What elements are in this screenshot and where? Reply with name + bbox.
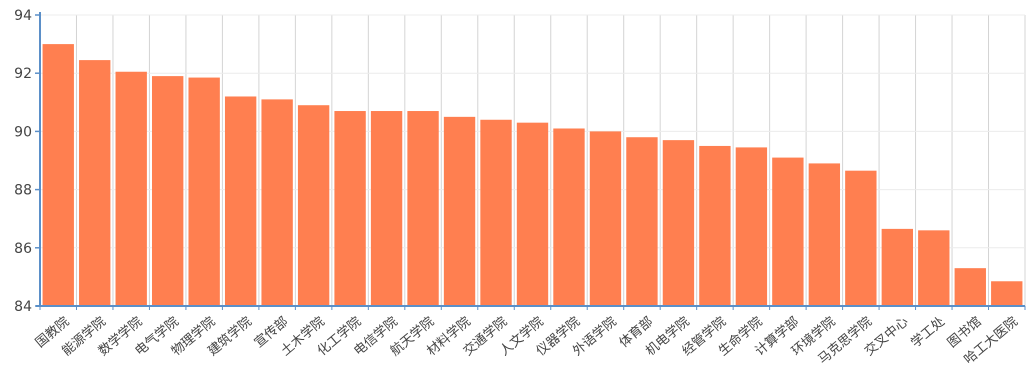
bar-2[interactable] <box>79 60 111 307</box>
bar-22[interactable] <box>808 163 841 306</box>
bar-7[interactable] <box>261 99 293 306</box>
bar-9[interactable] <box>334 111 366 306</box>
bar-17[interactable] <box>626 137 658 306</box>
bar-15[interactable] <box>553 128 585 306</box>
bar-18[interactable] <box>662 140 695 306</box>
bar-20[interactable] <box>735 147 768 306</box>
bar-14[interactable] <box>516 122 549 306</box>
bar-4[interactable] <box>151 76 184 306</box>
axis-layer <box>35 12 1026 310</box>
bar-21[interactable] <box>772 157 804 306</box>
bar-23[interactable] <box>845 170 877 306</box>
y-tick-label: 92 <box>14 66 32 82</box>
bar-26[interactable] <box>954 268 986 306</box>
bar-12[interactable] <box>443 116 476 306</box>
bar-6[interactable] <box>224 96 257 306</box>
bar-8[interactable] <box>297 105 330 307</box>
y-tick-label: 88 <box>14 183 32 199</box>
bar-13[interactable] <box>480 119 512 306</box>
bar-27[interactable] <box>991 281 1023 306</box>
y-tick-label: 86 <box>14 241 32 257</box>
y-tick-label: 94 <box>14 8 32 24</box>
bar-24[interactable] <box>881 228 914 306</box>
bar-10[interactable] <box>370 111 403 306</box>
y-tick-label: 84 <box>14 299 32 315</box>
bar-1[interactable] <box>42 44 74 306</box>
y-tick-label: 90 <box>14 124 32 140</box>
bar-3[interactable] <box>115 71 147 307</box>
bar-25[interactable] <box>918 230 950 306</box>
x-tick-label: 学工处 <box>908 314 948 351</box>
bar-11[interactable] <box>407 111 439 306</box>
bar-19[interactable] <box>699 145 731 306</box>
bar-16[interactable] <box>589 131 622 306</box>
bar-layer <box>42 44 1023 307</box>
bar-5[interactable] <box>188 77 220 306</box>
